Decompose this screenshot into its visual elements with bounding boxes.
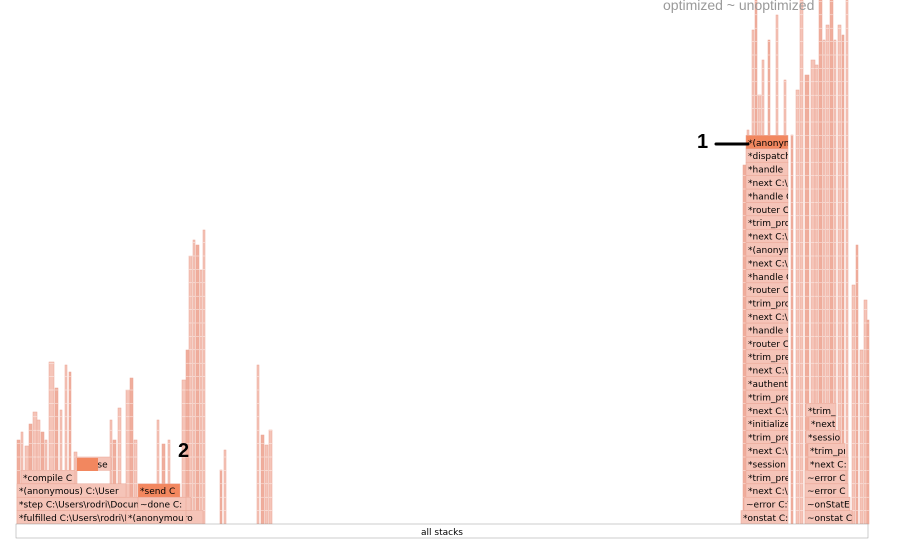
flame-tower[interactable] bbox=[851, 284, 856, 525]
right-stack-a-frame-label-26: *handle bbox=[748, 166, 784, 176]
flame-tower[interactable] bbox=[790, 134, 794, 525]
flame-tower[interactable] bbox=[799, 0, 804, 525]
root-frame-label: all stacks bbox=[421, 528, 463, 538]
left-stack-frame-label-0: *fulfilled C:\Users\rodri\Documents\Pro bbox=[19, 514, 193, 524]
right-stack-a-frame-label-23: *router C bbox=[748, 206, 789, 216]
right-stack-b-frame-label-2: ~error C bbox=[807, 487, 845, 497]
right-stack-a-frame-label-3: *trim_prefix bbox=[748, 474, 802, 484]
middle-left-stack-frame-2[interactable] bbox=[137, 483, 181, 498]
root-frame[interactable] bbox=[15, 523, 869, 539]
right-stack-b-frame-8[interactable] bbox=[805, 403, 837, 418]
right-stack-b-frame-label-6: *sessio bbox=[808, 434, 841, 444]
right-stack-a-frame-label-12: *trim_pre bbox=[748, 353, 791, 363]
right-stack-b-frame-label-3: ~error C bbox=[807, 474, 845, 484]
right-stack-a-frame-label-28: *(anonym bbox=[748, 139, 793, 149]
legend-text: optimized ~ unoptimized bbox=[663, 0, 815, 13]
flame-tower[interactable] bbox=[866, 319, 870, 525]
middle-left-stack-frame-label-1: ~done C: bbox=[140, 501, 182, 511]
flame-tower[interactable] bbox=[795, 89, 800, 525]
right-stack-a-frame-label-2: *next C:\Us bbox=[748, 487, 799, 497]
left-stack-frame-label-2: *(anonymous) C:\User bbox=[19, 487, 119, 497]
right-stack-a-frame-label-16: *trim_pro bbox=[748, 300, 791, 310]
right-stack-a-frame-label-15: *next C:\ bbox=[748, 313, 789, 323]
right-stack-a-frame-label-0: *onstat C:\Us bbox=[743, 514, 803, 524]
flame-tower[interactable] bbox=[199, 269, 203, 525]
right-stack-b-frame-label-8: *trim_ bbox=[808, 407, 836, 417]
right-stack-a-frame-28[interactable] bbox=[745, 135, 789, 150]
flame-tower[interactable] bbox=[863, 299, 868, 525]
right-stack-a-frame-label-18: *handle C bbox=[748, 273, 792, 283]
left-stack-frame-label-1: *step C:\Users\rodri\Documents\Pro bbox=[19, 501, 179, 511]
flame-tower[interactable] bbox=[859, 349, 864, 525]
callout-number-1: 1 bbox=[697, 131, 709, 153]
right-stack-b-frame-label-0: ~onstat C bbox=[807, 514, 852, 524]
right-stack-b-frame-label-5: *trim_pr bbox=[810, 447, 847, 457]
right-stack-a-frame-label-8: *next C:\ bbox=[748, 407, 789, 417]
right-stack-a-frame-label-7: *initialize bbox=[748, 420, 790, 430]
flame-tower[interactable] bbox=[855, 244, 859, 525]
right-stack-a-frame-label-17: *router C bbox=[748, 286, 789, 296]
flame-tower[interactable] bbox=[195, 244, 200, 525]
flame-tower[interactable] bbox=[256, 364, 260, 525]
right-stack-a-frame-label-20: *(anonym bbox=[748, 246, 793, 256]
right-stack-a-frame-label-6: *trim_pref bbox=[748, 434, 794, 444]
right-stack-a-frame-label-19: *next C:\ bbox=[748, 259, 789, 269]
left-stack-frame-3[interactable] bbox=[20, 470, 76, 485]
right-stack-a-frame-label-24: *handle C bbox=[748, 192, 792, 202]
middle-left-stack-frame-label-0: *(anonymou bbox=[128, 514, 184, 524]
right-stack-b-frame-label-4: *next C: bbox=[810, 460, 847, 470]
right-stack-a-frame-label-13: *router C bbox=[748, 340, 789, 350]
right-stack-a-frame-label-11: *next C:\ bbox=[748, 367, 789, 377]
right-stack-a-frame-label-25: *next C:\ bbox=[748, 179, 789, 189]
right-stack-a-frame-label-1: ~error C:\Us bbox=[746, 501, 802, 511]
left-stack-frame-label-3: *compile C bbox=[23, 474, 72, 484]
right-stack-a-frame-label-9: *trim_pre bbox=[748, 393, 791, 403]
right-stack-a-frame-label-10: *authenti bbox=[748, 380, 790, 390]
right-stack-b-frame-label-7: *next bbox=[811, 420, 836, 430]
flame-tower[interactable] bbox=[223, 449, 227, 525]
highlight-frame[interactable] bbox=[77, 458, 98, 471]
flame-tower[interactable] bbox=[202, 229, 206, 525]
right-stack-a-frame-label-21: *next C:\ bbox=[748, 233, 789, 243]
right-stack-a-frame-label-14: *handle C bbox=[748, 326, 792, 336]
callout-number-2: 2 bbox=[178, 440, 190, 462]
flame-tower[interactable] bbox=[742, 164, 747, 525]
right-stack-b-frame-label-1: ~onStatE bbox=[807, 501, 850, 511]
right-stack-a-frame-label-22: *trim_pro bbox=[748, 219, 791, 229]
flame-tower[interactable] bbox=[268, 429, 273, 525]
middle-left-stack-frame-label-2: *send C bbox=[140, 487, 175, 497]
right-stack-a-frame-label-4: *session C:\ bbox=[748, 460, 802, 470]
flame-tower[interactable] bbox=[845, 0, 849, 525]
right-stack-a-frame-label-5: *next C:\U bbox=[748, 447, 794, 457]
right-stack-a-frame-label-27: *dispatch bbox=[748, 152, 791, 162]
